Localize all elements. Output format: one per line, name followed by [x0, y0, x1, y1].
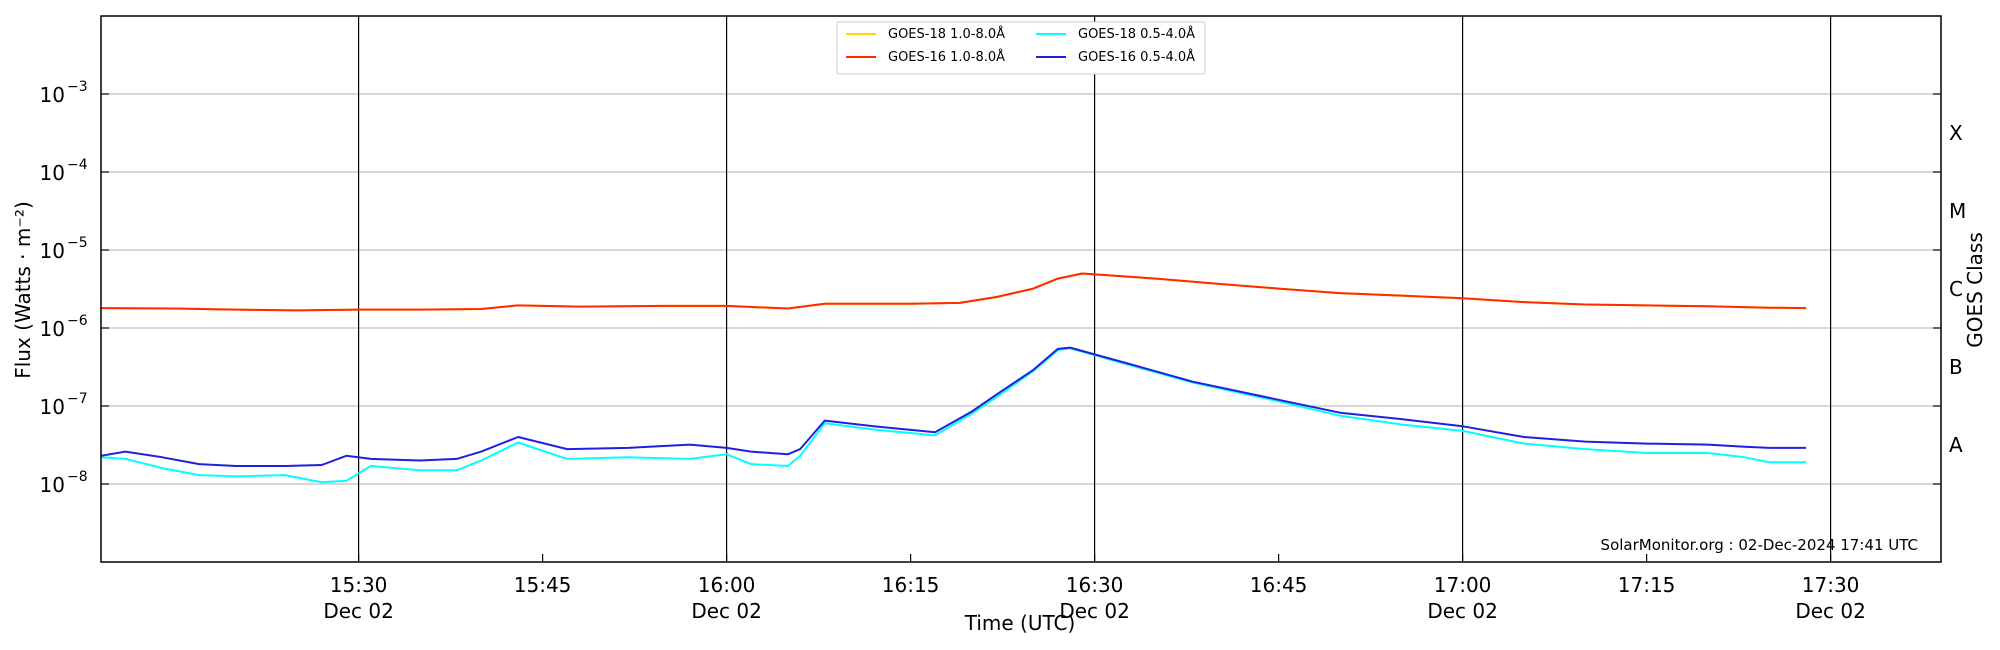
legend-label: GOES-18 0.5-4.0Å	[1078, 26, 1195, 42]
y-tick-exponent: −6	[67, 313, 88, 329]
goes-class-label: C	[1949, 277, 1963, 301]
x-tick-label: 16:00	[698, 573, 756, 597]
y-tick-label: 10	[40, 395, 65, 419]
grid-lines	[101, 93, 1941, 485]
y-tick-exponent: −3	[67, 79, 88, 95]
legend-label: GOES-16 1.0-8.0Å	[888, 49, 1005, 65]
x-axis-title: Time (UTC)	[964, 611, 1076, 635]
x-tick-sublabel: Dec 02	[1427, 599, 1498, 623]
goes-class-label: X	[1949, 121, 1963, 145]
y-tick-exponent: −8	[67, 469, 88, 485]
goes-class-label: M	[1949, 199, 1966, 223]
x-tick-sublabel: Dec 02	[691, 599, 762, 623]
credit-text: SolarMonitor.org : 02-Dec-2024 17:41 UTC	[1601, 536, 1918, 554]
y-tick-label: 10	[40, 239, 65, 263]
y-tick-exponent: −4	[67, 157, 88, 173]
x-tick-sublabel: Dec 02	[323, 599, 394, 623]
series-line	[100, 347, 1807, 484]
legend-label: GOES-18 1.0-8.0Å	[888, 26, 1005, 42]
goes-class-label: B	[1949, 355, 1963, 379]
goes-class-labels: A B C M X	[1949, 121, 1966, 457]
y-tick-label: 10	[40, 473, 65, 497]
data-series	[100, 272, 1807, 484]
y-axis-ticks: 10−810−710−610−510−410−3	[40, 79, 1941, 497]
y-tick-label: 10	[40, 317, 65, 341]
y-tick-exponent: −7	[67, 391, 88, 407]
series-line	[100, 272, 1807, 312]
x-tick-label: 17:30	[1802, 573, 1860, 597]
legend: GOES-18 1.0-8.0Å GOES-16 1.0-8.0Å GOES-18 …	[836, 21, 1206, 75]
x-tick-label: 17:15	[1618, 573, 1676, 597]
legend-label: GOES-16 0.5-4.0Å	[1078, 49, 1195, 65]
x-tick-sublabel: Dec 02	[1795, 599, 1866, 623]
y-tick-exponent: −5	[67, 235, 88, 251]
y-axis-title: Flux (Watts · m⁻²)	[11, 201, 35, 379]
series-line	[100, 346, 1807, 467]
plot-frame	[100, 15, 1942, 563]
x-tick-label: 15:30	[330, 573, 388, 597]
x-tick-label: 15:45	[514, 573, 572, 597]
y-tick-label: 10	[40, 83, 65, 107]
goes-class-label: A	[1949, 433, 1963, 457]
x-tick-label: 16:30	[1066, 573, 1124, 597]
y2-axis-title: GOES Class	[1963, 232, 1987, 348]
x-tick-label: 16:45	[1250, 573, 1308, 597]
x-tick-label: 17:00	[1434, 573, 1492, 597]
x-tick-sublabel: Dec 02	[1059, 599, 1130, 623]
time-marker-lines	[358, 16, 1832, 562]
y-tick-label: 10	[40, 161, 65, 185]
x-tick-label: 16:15	[882, 573, 940, 597]
legend-box	[836, 21, 1206, 75]
series-line	[100, 272, 1807, 312]
